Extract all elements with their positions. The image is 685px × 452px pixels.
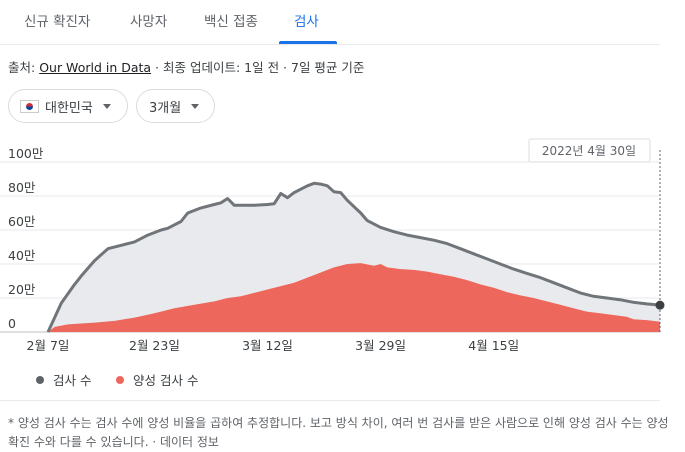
chevron-down-icon [102,103,111,109]
legend-positive[interactable]: 양성 검사 수 [116,370,198,389]
active-tab-indicator [279,41,337,44]
legend-tests-dot [36,375,44,384]
legend-positive-label: 양성 검사 수 [133,373,199,388]
source-line: 출처: Our World in Data · 최종 업데이트: 1일 전 · … [8,57,364,76]
y-tick-label: 0 [8,316,16,331]
source-link[interactable]: Our World in Data [39,60,152,75]
tab-vaccinations[interactable]: 백신 접종 [204,14,258,30]
tab-tests[interactable]: 검사 [294,14,319,30]
x-tick-label: 3월 29일 [355,338,406,353]
divider [0,400,660,401]
south-korea-flag-icon [20,99,39,113]
y-tick-label: 40만 [8,248,36,263]
x-tick-label: 4월 15일 [468,338,519,353]
country-dropdown[interactable]: 대한민국 [8,89,128,123]
positive-tests-area [48,263,660,332]
tab-bar: 신규 확진자 사망자 백신 접종 검사 [0,0,660,45]
source-update-info: · 최종 업데이트: 1일 전 · 7일 평균 기준 [151,60,365,75]
y-tick-label: 100만 [8,146,44,161]
source-prefix: 출처: [8,60,40,75]
tests-chart[interactable]: 0 20만 40만 60만 80만 100만 2월 7일 2월 23일 3월 12일 3월 29… [0,0,685,370]
tab-new-cases[interactable]: 신규 확진자 [24,14,91,30]
period-label: 3개월 [149,100,182,116]
x-tick-label: 3월 12일 [242,338,293,353]
y-tick-label: 80만 [8,180,36,195]
chevron-down-icon [191,103,200,109]
tooltip-date: 2022년 4월 30일 [542,144,636,158]
period-dropdown[interactable]: 3개월 [136,89,215,123]
x-tick-label: 2월 23일 [129,338,180,353]
legend-tests[interactable]: 검사 수 [36,370,91,389]
y-tick-label: 20만 [8,282,36,297]
legend-tests-label: 검사 수 [53,373,92,388]
x-tick-label: 2월 7일 [27,338,70,353]
hover-point [655,300,665,310]
date-tooltip [528,138,651,163]
tests-line [46,181,661,333]
legend-positive-dot [116,375,124,384]
tab-deaths[interactable]: 사망자 [130,14,168,30]
footnote: * 양성 검사 수는 검사 수에 양성 비율을 곱하여 추정합니다. 보고 방식… [8,416,669,449]
y-tick-label: 60만 [8,214,36,229]
country-label: 대한민국 [45,100,93,116]
